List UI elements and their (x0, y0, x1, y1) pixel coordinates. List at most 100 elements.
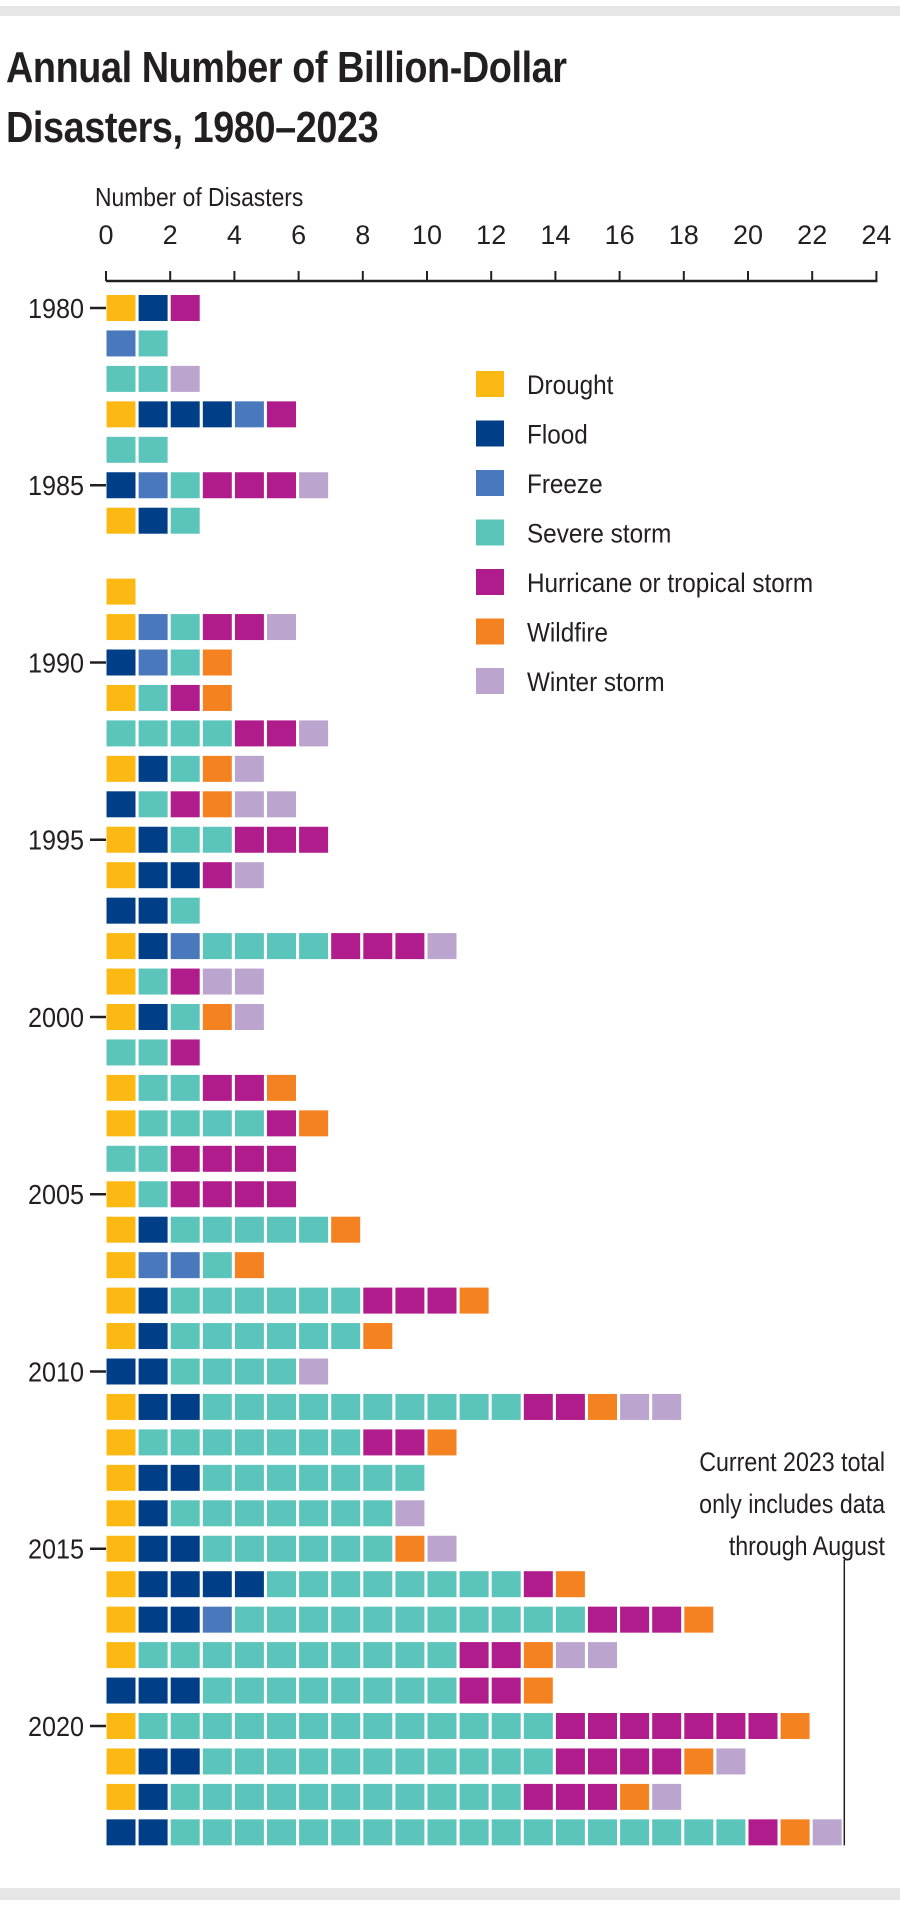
unit-square-severe-storm (234, 1287, 264, 1314)
unit-square-severe-storm (267, 1429, 296, 1456)
unit-square-severe-storm (267, 1677, 296, 1704)
bar-row-2009 (106, 1323, 393, 1350)
unit-square-severe-storm (106, 436, 136, 463)
unit-square-severe-storm (395, 1464, 425, 1491)
bar-row-1985: 1985 (28, 470, 329, 502)
unit-square-drought (106, 1535, 136, 1562)
unit-square-winter-storm (299, 472, 329, 499)
unit-square-severe-storm (138, 1145, 168, 1172)
legend-label: Hurricane or tropical storm (527, 569, 813, 598)
unit-square-severe-storm (459, 1819, 489, 1846)
unit-square-severe-storm (299, 1713, 329, 1739)
unit-square-hurricane-or-tropical-storm (523, 1571, 553, 1598)
unit-square-hurricane-or-tropical-storm (234, 1145, 264, 1172)
x-tick-label: 6 (291, 220, 306, 250)
unit-square-severe-storm (234, 1783, 264, 1810)
unit-square-severe-storm (267, 1748, 296, 1775)
unit-square-severe-storm (459, 1783, 489, 1810)
unit-square-severe-storm (202, 720, 232, 747)
unit-square-freeze (106, 330, 136, 357)
unit-square-freeze (138, 614, 168, 641)
unit-square-severe-storm (234, 1606, 264, 1633)
unit-square-hurricane-or-tropical-storm (555, 1393, 585, 1420)
unit-square-flood (138, 1393, 168, 1420)
unit-square-severe-storm (202, 1216, 232, 1243)
unit-square-severe-storm (234, 1677, 264, 1704)
unit-square-severe-storm (234, 1535, 264, 1562)
legend-label: Drought (527, 371, 613, 400)
unit-square-freeze (138, 472, 168, 499)
unit-square-severe-storm (299, 1216, 329, 1243)
unit-square-severe-storm (267, 1819, 296, 1846)
unit-square-hurricane-or-tropical-storm (234, 720, 264, 747)
unit-square-drought (106, 862, 136, 889)
unit-square-severe-storm (170, 1783, 200, 1810)
unit-square-severe-storm (267, 1393, 296, 1420)
unit-square-wildfire (588, 1393, 617, 1420)
unit-square-severe-storm (363, 1783, 393, 1810)
x-tick-label: 2 (163, 220, 178, 250)
x-tick-label: 24 (861, 220, 891, 250)
unit-square-severe-storm (170, 1642, 200, 1669)
x-tick-label: 14 (540, 220, 570, 250)
bar-row-1984 (106, 436, 168, 463)
unit-square-severe-storm (459, 1393, 489, 1420)
unit-square-hurricane-or-tropical-storm (588, 1783, 617, 1810)
unit-square-drought (106, 1783, 136, 1810)
unit-square-drought (106, 1252, 136, 1279)
bar-row-1986 (106, 507, 200, 534)
unit-square-drought (106, 684, 136, 711)
bottom-divider (0, 1888, 900, 1900)
bar-row-2015: 2015 (28, 1534, 457, 1566)
unit-square-hurricane-or-tropical-storm (202, 472, 232, 499)
unit-square-severe-storm (363, 1642, 393, 1669)
bar-row-1999 (106, 968, 264, 995)
unit-square-severe-storm (234, 1819, 264, 1846)
unit-square-severe-storm (299, 1393, 329, 1420)
unit-square-hurricane-or-tropical-storm (267, 401, 296, 428)
unit-square-hurricane-or-tropical-storm (170, 295, 200, 321)
unit-square-hurricane-or-tropical-storm (395, 933, 425, 960)
bar-row-2020: 2020 (28, 1711, 810, 1743)
legend-swatch (476, 371, 504, 397)
unit-square-severe-storm (138, 1110, 168, 1137)
unit-square-severe-storm (234, 1323, 264, 1350)
unit-square-hurricane-or-tropical-storm (363, 1429, 393, 1456)
unit-square-hurricane-or-tropical-storm (202, 614, 232, 641)
unit-square-severe-storm (331, 1571, 361, 1598)
bar-row-1988 (106, 578, 136, 605)
x-tick-label: 16 (605, 220, 635, 250)
unit-square-severe-storm (202, 933, 232, 960)
unit-square-hurricane-or-tropical-storm (555, 1713, 585, 1739)
unit-square-severe-storm (202, 1819, 232, 1846)
unit-square-severe-storm (138, 365, 168, 392)
unit-square-severe-storm (299, 1287, 329, 1314)
unit-square-severe-storm (267, 933, 296, 960)
unit-square-drought (106, 1642, 136, 1669)
unit-square-severe-storm (652, 1819, 682, 1846)
unit-square-flood (106, 1358, 136, 1385)
unit-square-flood (170, 1677, 200, 1704)
unit-square-severe-storm (363, 1606, 393, 1633)
unit-square-severe-storm (234, 1393, 264, 1420)
x-axis: 0 2 4 6 8 10 12 14 16 18 20 22 24 (98, 220, 891, 283)
unit-square-severe-storm (331, 1642, 361, 1669)
unit-square-winter-storm (427, 1535, 457, 1562)
unit-square-wildfire (780, 1819, 810, 1846)
unit-square-severe-storm (202, 1287, 232, 1314)
unit-square-severe-storm (234, 1429, 264, 1456)
unit-square-hurricane-or-tropical-storm (202, 862, 232, 889)
annotation: Current 2023 total only includes data thro… (699, 1447, 885, 1846)
unit-square-severe-storm (459, 1713, 489, 1739)
unit-square-hurricane-or-tropical-storm (395, 1429, 425, 1456)
unit-square-severe-storm (106, 720, 136, 747)
unit-square-severe-storm (299, 1429, 329, 1456)
y-tick-label: 2020 (28, 1711, 84, 1743)
unit-square-wildfire (234, 1252, 264, 1279)
annotation-line: Current 2023 total (699, 1447, 885, 1477)
unit-square-drought (106, 1181, 136, 1208)
unit-square-flood (170, 1571, 200, 1598)
y-tick-label: 2015 (28, 1534, 84, 1566)
unit-square-severe-storm (491, 1783, 521, 1810)
unit-square-severe-storm (395, 1677, 425, 1704)
